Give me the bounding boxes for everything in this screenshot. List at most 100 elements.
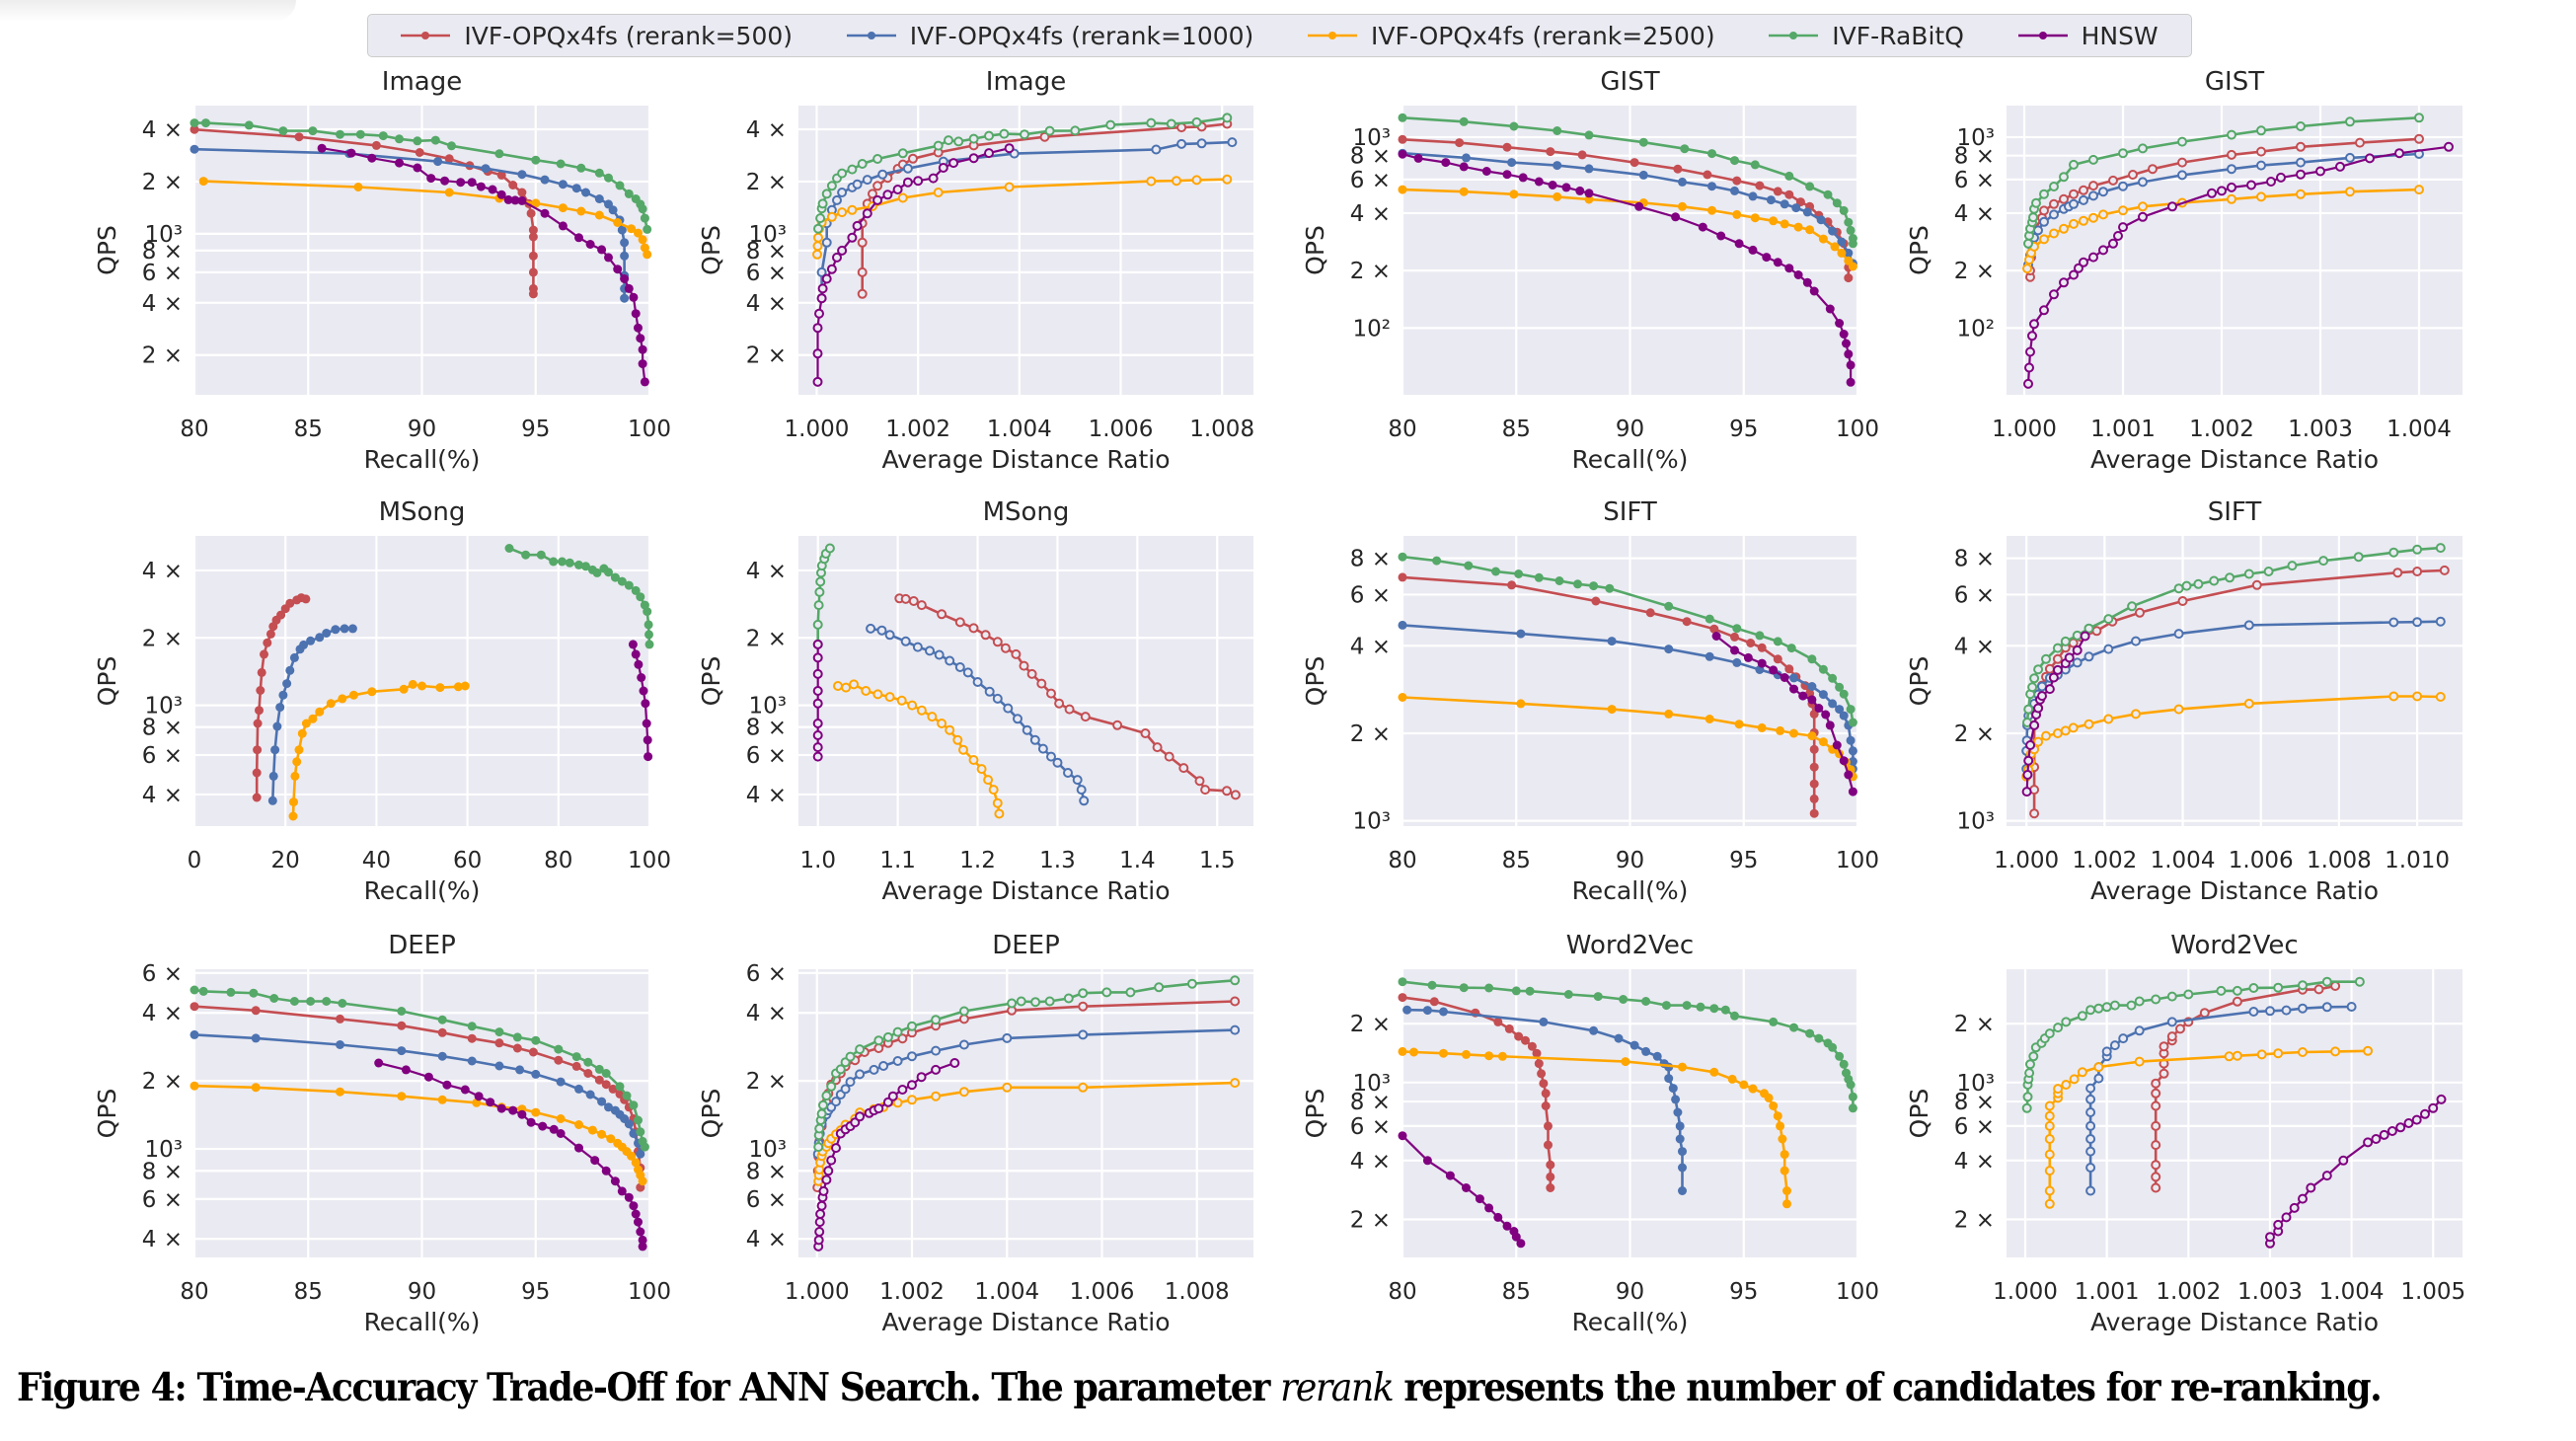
series-ivf-opqx4fs-rerank-1000-point [636,1149,645,1159]
series-hnsw-point [2029,319,2039,330]
series-hnsw-point [395,158,404,168]
series-ivf-opqx4fs-rerank-2500-point [2256,191,2266,202]
series-ivf-opqx4fs-rerank-1000-point [2085,1163,2096,1173]
y-tick-label: 2 × [1350,721,1391,747]
series-ivf-opqx4fs-rerank-1000-point [1828,699,1838,709]
series-ivf-rabitq-point [857,159,868,169]
series-ivf-opqx4fs-rerank-1000-point [285,665,295,675]
y-tick-label: 2 × [746,170,787,195]
series-ivf-opqx4fs-rerank-2500-point [1002,1082,1013,1093]
series-ivf-opqx4fs-rerank-2500-point [958,744,968,755]
series-ivf-opqx4fs-rerank-1000-point [1507,158,1517,168]
series-ivf-rabitq-point [813,1142,824,1153]
series-ivf-opqx4fs-rerank-2500-point [308,714,318,723]
series-ivf-opqx4fs-rerank-1000-point [2243,620,2254,631]
series-ivf-opqx4fs-rerank-2500-point [1769,216,1779,226]
series-hnsw-point [812,742,823,753]
legend-item-rerank-2500: IVF-OPQx4fs (rerank=2500) [1308,22,1715,50]
series-ivf-rabitq-point [1619,995,1629,1004]
series-ivf-opqx4fs-rerank-1000-point [189,1029,199,1039]
series-ivf-opqx4fs-rerank-1000-point [1791,203,1801,213]
y-tick-label: 6 × [142,961,183,987]
series-hnsw-point [812,348,823,359]
series-ivf-opqx4fs-rerank-1000-point [2069,198,2079,209]
series-hnsw-point [496,190,506,199]
series-ivf-opqx4fs-rerank-1000-point [581,188,590,197]
x-tick-label: 80 [544,848,572,873]
series-group [189,985,649,1251]
x-tick-label: 95 [521,417,550,442]
series-hnsw-point [601,1166,611,1176]
series-hnsw-point [2363,1137,2374,1148]
series-ivf-opqx4fs-rerank-2500-point [251,1083,261,1093]
series-hnsw-point [812,376,823,387]
caption-prefix: Figure 4: Time-Accuracy Trade-Off for AN… [17,1365,1281,1410]
legend-item-hnsw: HNSW [2017,22,2159,50]
x-tick-label: 1.3 [1039,848,1076,873]
series-ivf-opqx4fs-rerank-2500-point [198,177,208,187]
y-tick-label: 10³ [145,1137,184,1163]
x-tick-label: 85 [1502,848,1531,873]
series-ivf-rabitq-point [615,181,625,190]
series-ivf-opqx4fs-rerank-1000-point [2079,194,2088,205]
series-ivf-opqx4fs-rerank-1000-point [1079,796,1090,806]
series-ivf-opqx4fs-rerank-1000-point [2256,160,2266,171]
series-ivf-rabitq-point [897,148,908,159]
subplot-title: Word2Vec [1566,931,1694,960]
series-ivf-rabitq-point [2353,552,2364,563]
series-ivf-opqx4fs-rerank-500-point [494,1038,504,1048]
x-axis-label: Recall(%) [1572,445,1689,474]
series-ivf-rabitq-point [2031,197,2041,208]
series-hnsw-point [2044,684,2055,695]
series-hnsw-point [2072,645,2083,655]
series-hnsw-point [2335,161,2345,172]
series-ivf-opqx4fs-rerank-500-point [2227,149,2236,160]
caption-italic: rerank [1280,1366,1395,1410]
x-tick-label: 1.003 [2288,417,2353,442]
series-ivf-opqx4fs-rerank-2500-point [1732,209,1742,219]
series-ivf-opqx4fs-rerank-1000-point [2346,1002,2357,1012]
series-ivf-opqx4fs-rerank-2500-point [2060,725,2071,736]
series-hnsw-point [855,1111,866,1122]
series-ivf-opqx4fs-rerank-2500-point [189,1081,199,1091]
series-ivf-opqx4fs-rerank-1000-point [1678,177,1687,187]
series-hnsw-point [634,323,643,333]
series-ivf-opqx4fs-rerank-1000-point [958,1039,969,1050]
series-ivf-opqx4fs-rerank-500-point [1546,1172,1555,1181]
series-ivf-opqx4fs-rerank-1000-point [574,1084,583,1094]
y-tick-label: 10³ [1957,125,1996,151]
y-tick-label: 2 × [1954,259,1995,284]
series-ivf-opqx4fs-rerank-1000-point [1641,1046,1651,1056]
series-ivf-rabitq-point [1398,552,1407,562]
series-hnsw-point [902,177,913,188]
series-hnsw-point [1734,239,1744,249]
y-tick-label: 6 × [1954,582,1995,608]
series-ivf-rabitq-point [1848,1092,1857,1101]
series-ivf-rabitq-point [1839,689,1849,699]
series-hnsw-point [1398,1131,1407,1141]
x-tick-label: 80 [1388,417,1416,442]
series-ivf-opqx4fs-rerank-2500-point [945,724,955,735]
series-ivf-opqx4fs-rerank-1000-point [2265,1006,2275,1017]
series-ivf-opqx4fs-rerank-500-point [872,181,883,191]
series-ivf-opqx4fs-rerank-2500-point [937,719,947,728]
x-tick-label: 0 [188,848,202,873]
y-axis-label: QPS [697,225,725,275]
series-ivf-opqx4fs-rerank-1000-point [1584,164,1594,174]
series-ivf-opqx4fs-rerank-2500-point [336,1087,344,1097]
x-axis-label: Average Distance Ratio [2090,876,2379,905]
series-ivf-rabitq-point [1839,205,1849,215]
series-ivf-opqx4fs-rerank-2500-point [1780,219,1789,229]
series-hnsw-point [642,719,651,728]
y-axis-label: QPS [697,656,725,707]
series-hnsw-point [346,148,356,158]
series-ivf-opqx4fs-rerank-2500-point [897,192,908,203]
y-tick-label: 8 × [746,239,787,265]
series-hnsw-point [636,334,645,343]
series-ivf-opqx4fs-rerank-2500-point [812,241,823,252]
y-tick-label: 2 × [142,343,183,369]
series-hnsw-point [2273,1219,2284,1230]
series-hnsw-point [638,1242,647,1251]
series-ivf-opqx4fs-rerank-2500-point [417,681,426,691]
series-hnsw-point [624,1192,634,1202]
